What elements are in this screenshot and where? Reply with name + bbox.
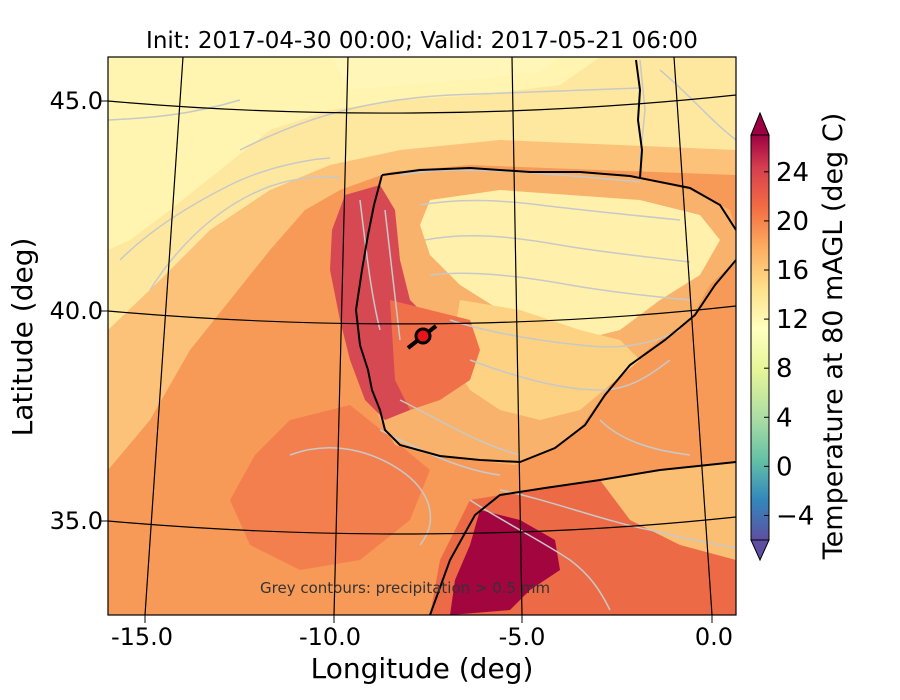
coastlines [354,59,736,615]
precip-contours [108,59,736,611]
lon-tick-label: -15.0 [111,623,173,651]
map-panel: Grey contours: precipitation > 0.5 mm [108,57,736,615]
north-africa-very-hot [450,510,560,615]
colorbar-tick-label: 8 [776,354,793,384]
lon-tick-label: -5.0 [499,623,546,651]
africa-coastline [429,461,736,615]
location-marker [414,327,432,345]
colorbar-tick-label: 12 [776,305,809,335]
meridian-0 [673,57,713,615]
lon-tick-label: 0.0 [695,623,733,651]
x-axis: -15.0 -10.0 -5.0 0.0 Longitude (deg) [111,615,733,685]
parallel-40 [108,305,736,325]
meridian-minus10 [333,57,349,615]
colorbar-extend-top [750,111,770,136]
meridian-minus5 [511,57,523,615]
cool-band-north [330,57,560,90]
lat-tick-label: 45.0 [50,87,103,115]
cool-band [108,57,600,250]
portugal-warm [390,300,480,410]
warm-ocean-patch [230,405,430,570]
colorbar-extend-bottom [750,539,770,562]
colorbar-tick-label: 24 [776,158,809,188]
plateau-cool [420,190,720,340]
colorbar-body [750,134,770,541]
parallel-45 [108,94,736,114]
map-frame [107,56,737,616]
france-coastline [635,59,644,179]
parallel-35 [108,516,736,535]
colorbar-label: Temperature at 80 mAGL (deg C) [818,113,849,561]
lat-tick-label: 35.0 [50,507,103,535]
colorbar-tick-label: −4 [776,501,814,531]
x-axis-label: Longitude (deg) [311,652,534,685]
y-axis-label: Latitude (deg) [6,238,39,437]
graticule [108,57,736,615]
colorbar-tick-label: 20 [776,207,809,237]
precip-annotation: Grey contours: precipitation > 0.5 mm [260,579,550,597]
colorbar-ticks: 24 20 16 12 8 4 0 −4 [764,158,814,531]
lon-tick-label: -10.0 [299,623,361,651]
map-title: Init: 2017-04-30 00:00; Valid: 2017-05-2… [146,28,698,54]
meridian-minus15 [144,57,184,615]
iberia-coastline [354,166,736,464]
north-africa-cooler [600,462,736,560]
colorbar: 24 20 16 12 8 4 0 −4 Temperature at 80 mAGL (de… [750,111,849,562]
colorbar-tick-label: 16 [776,256,809,286]
colorbar-tick-label: 0 [776,452,793,482]
colorbar-tick-label: 4 [776,403,793,433]
lat-tick-label: 40.0 [50,297,103,325]
y-axis: 45.0 40.0 35.0 Latitude (deg) [6,87,108,535]
